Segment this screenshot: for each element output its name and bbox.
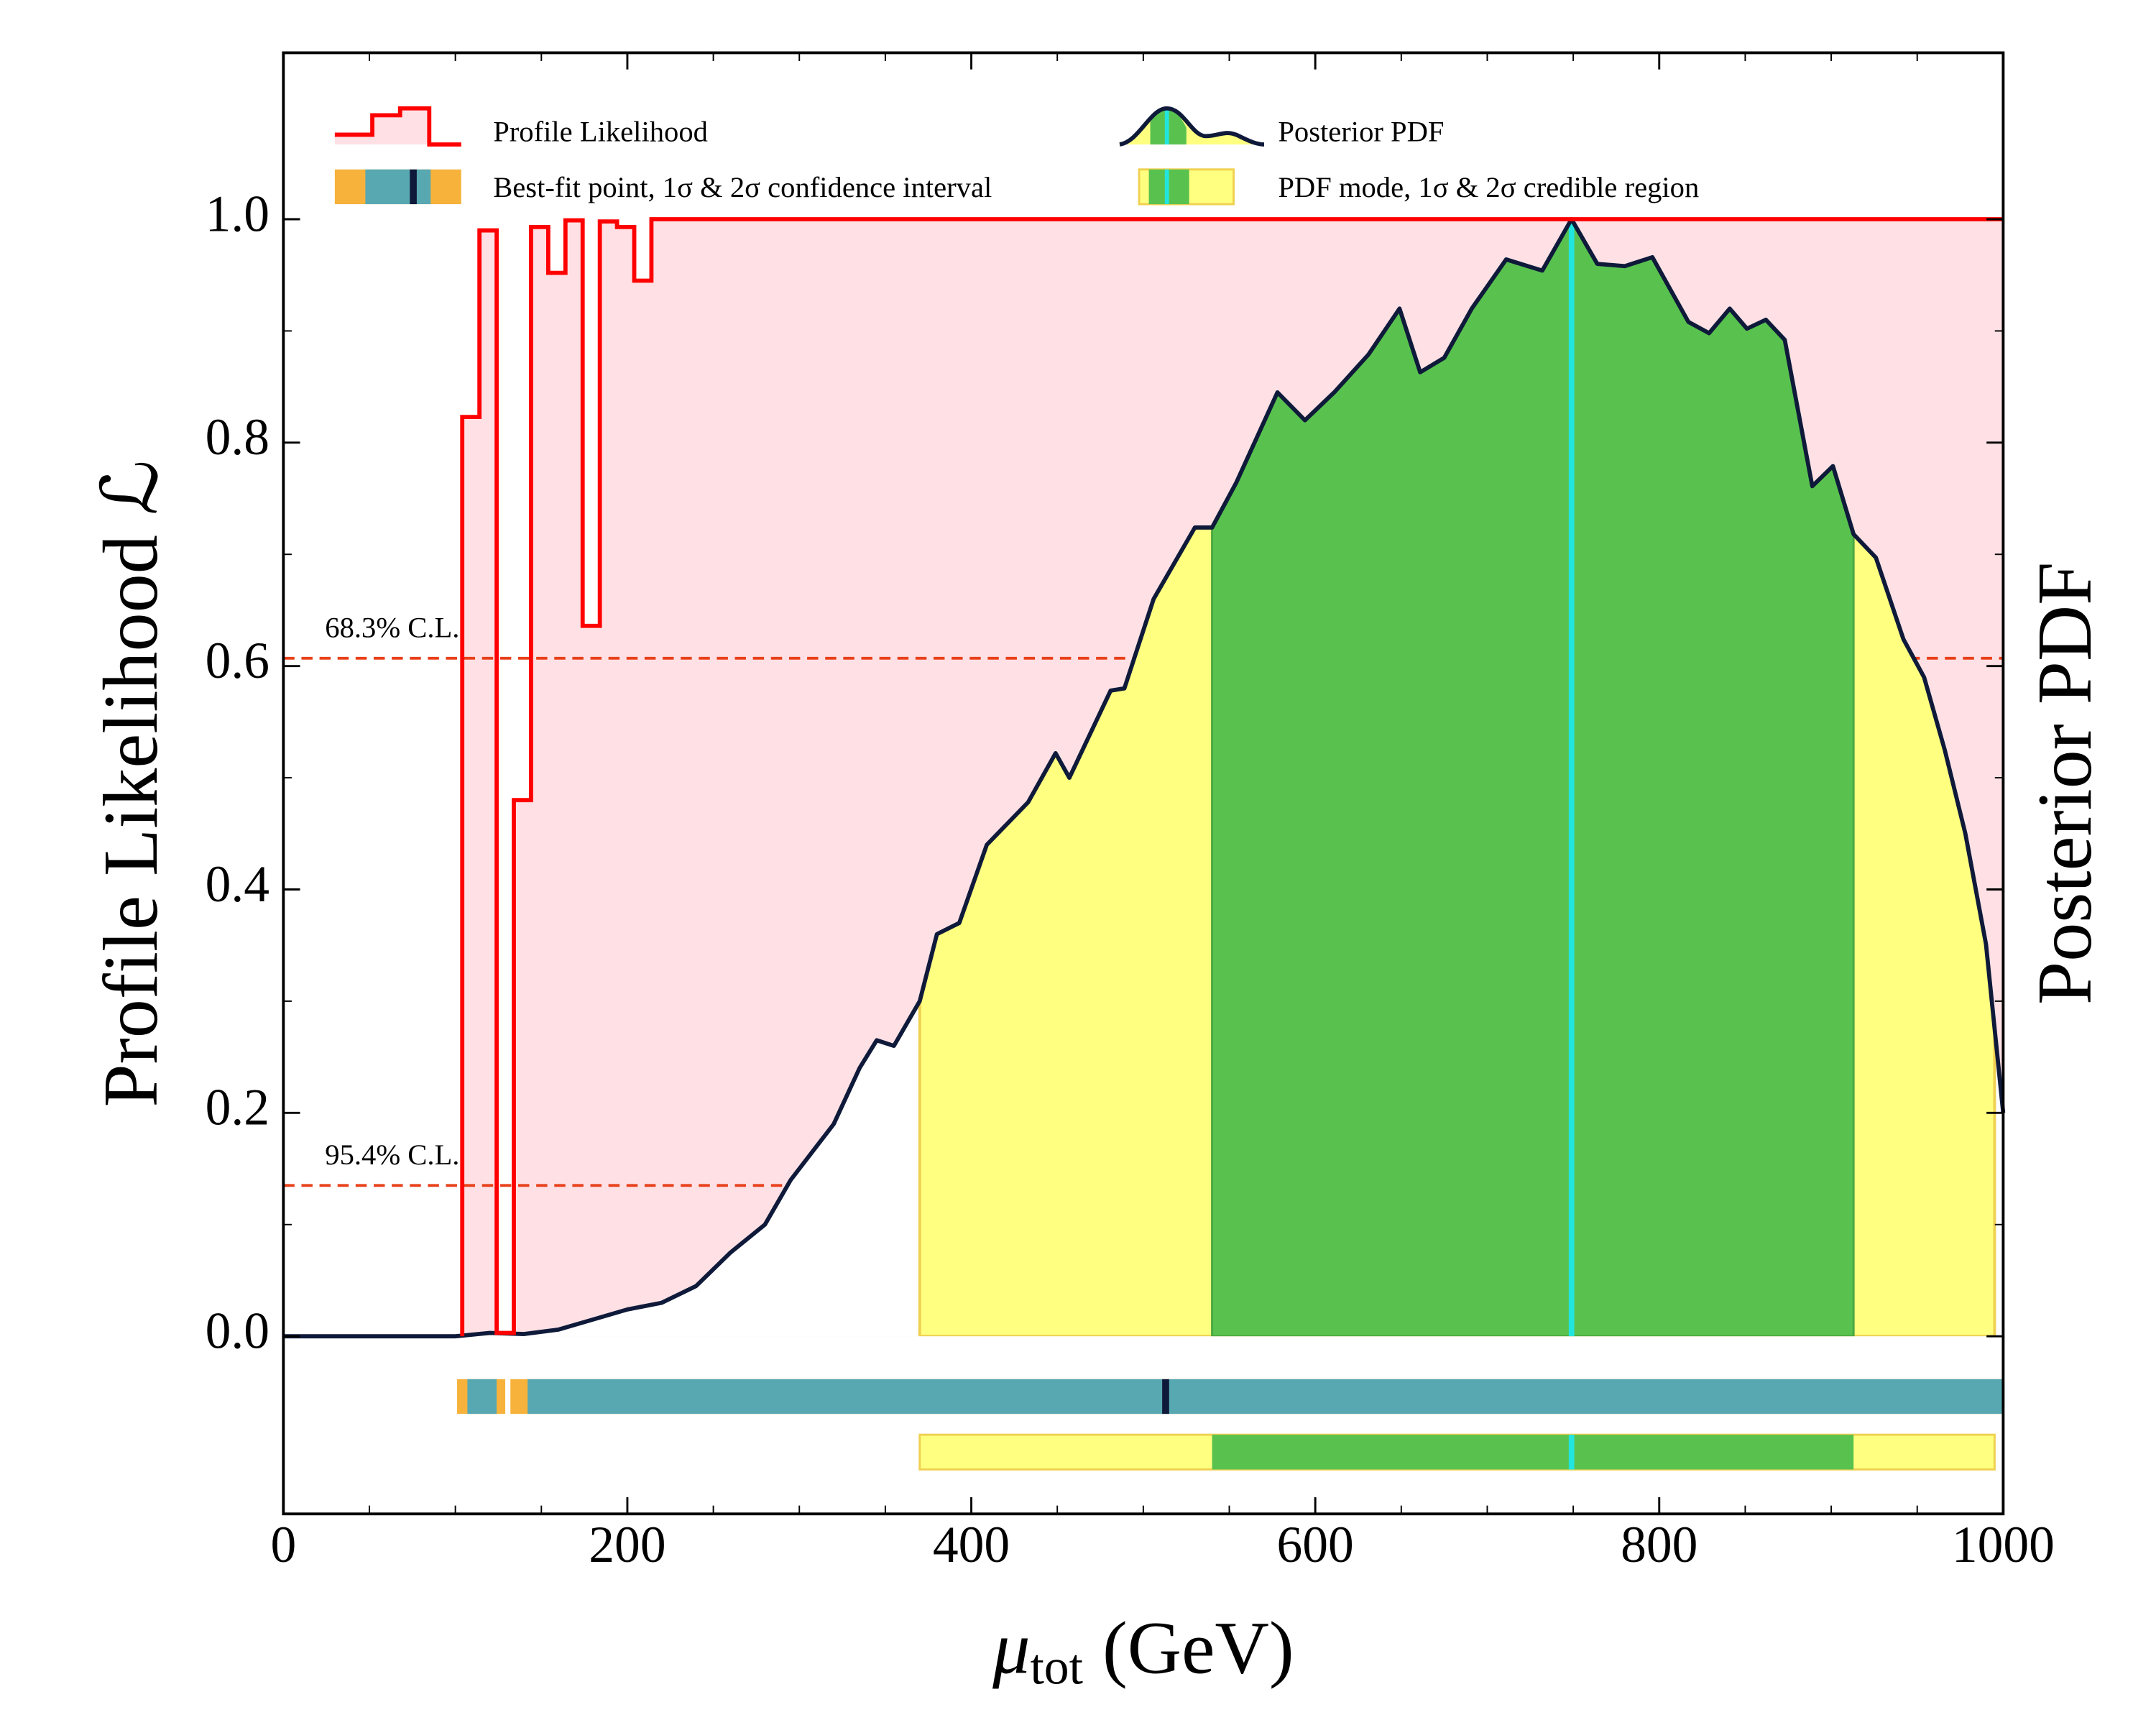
x-tick-label: 600 xyxy=(1277,1517,1354,1573)
x-tick-label: 800 xyxy=(1621,1517,1697,1573)
x-tick-label: 200 xyxy=(589,1517,665,1573)
x-axis-subscript: tot xyxy=(1030,1640,1082,1696)
credible-band-1sigma xyxy=(1212,1435,1854,1470)
y-tick-label: 0.8 xyxy=(206,409,270,466)
legend-icon-pdf-line xyxy=(1119,106,1265,147)
pdf-line xyxy=(283,217,2006,1339)
confidence-1sigma xyxy=(528,1379,2004,1414)
x-tick-label: 0 xyxy=(270,1517,296,1573)
x-tick-label: 400 xyxy=(933,1517,1010,1573)
ticks: 0 200 400 600 800 1000 0.0 0.2 0.4 0.6 0.8 1.0 xyxy=(206,52,2055,1573)
legend-icon-step xyxy=(334,106,461,147)
confidence-1sigma xyxy=(467,1379,497,1414)
y-tick-label: 0.4 xyxy=(206,856,270,913)
x-axis-symbol: μ xyxy=(992,1606,1030,1689)
y2-axis-label: Posterior PDF xyxy=(2022,562,2108,1005)
legend-label: Best-fit point, 1σ & 2σ confidence inter… xyxy=(493,171,992,203)
legend: Profile Likelihood Best-fit point, 1σ & … xyxy=(334,106,1699,206)
x-axis-label: μtot (GeV) xyxy=(992,1606,1294,1695)
likelihood-line xyxy=(460,217,2004,1337)
legend-label: Profile Likelihood xyxy=(493,116,708,148)
x-axis-unit: (GeV) xyxy=(1102,1606,1294,1689)
credible-1sigma xyxy=(1211,219,1855,1337)
legend-icon-best xyxy=(410,169,417,205)
cl-label: 68.3% C.L. xyxy=(325,611,459,643)
y-tick-label: 1.0 xyxy=(206,185,270,242)
legend-icon-ci1 xyxy=(365,169,431,205)
x-tick-label: 1000 xyxy=(1952,1517,2055,1573)
y-tick-label: 0.6 xyxy=(206,632,270,689)
plot-area: 68.3% C.L. 95.4% C.L. xyxy=(283,217,2006,1471)
y-tick-label: 0.0 xyxy=(206,1303,270,1360)
legend-label: Posterior PDF xyxy=(1278,116,1444,148)
legend-label: PDF mode, 1σ & 2σ credible region xyxy=(1278,171,1699,203)
y-axis-label: Profile Likelihood ℒ xyxy=(88,459,174,1107)
cl-label: 95.4% C.L. xyxy=(325,1138,459,1171)
y-tick-label: 0.2 xyxy=(206,1080,270,1136)
